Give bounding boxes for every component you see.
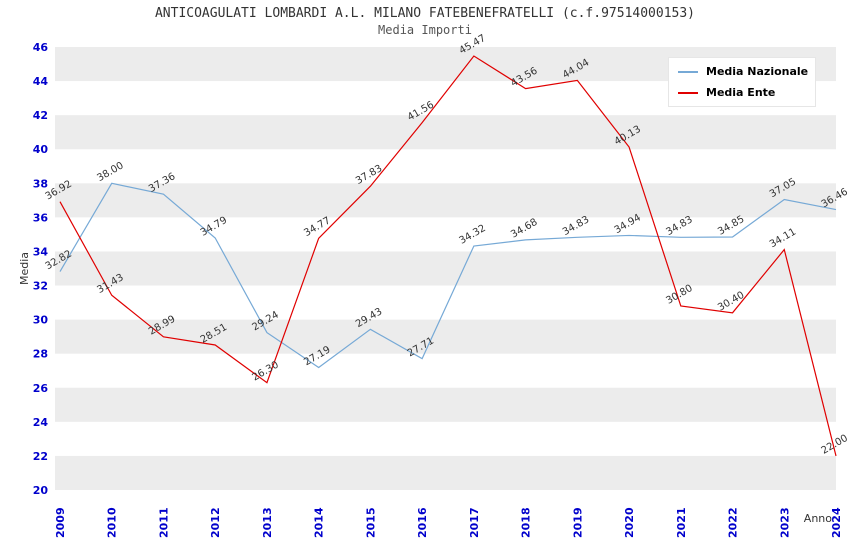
x-tick-label: 2023 — [778, 507, 791, 538]
point-label: 34.83 — [561, 214, 591, 238]
y-tick-label: 32 — [33, 280, 48, 293]
legend-item-media-ente: Media Ente — [678, 86, 806, 99]
x-tick-label: 2018 — [520, 507, 533, 538]
x-tick-label: 2009 — [54, 507, 67, 538]
y-tick-label: 42 — [33, 109, 48, 122]
y-tick-label: 24 — [33, 416, 49, 429]
x-tick-label: 2012 — [209, 507, 222, 538]
y-tick-label: 26 — [33, 382, 49, 395]
x-tick-label: 2013 — [261, 507, 274, 538]
point-label: 34.77 — [302, 215, 332, 239]
legend-line-sample-red — [678, 91, 698, 94]
point-label: 34.83 — [664, 214, 694, 238]
point-label: 30.40 — [716, 290, 746, 314]
grid-band — [55, 251, 836, 286]
point-label: 34.32 — [457, 223, 487, 247]
legend-label: Media Nazionale — [706, 65, 809, 78]
grid-band — [55, 455, 836, 490]
point-label: 26.30 — [251, 360, 281, 384]
chart-legend: Media Nazionale Media Ente — [668, 57, 816, 107]
x-tick-label: 2021 — [675, 507, 688, 538]
point-label: 34.85 — [716, 214, 746, 238]
x-tick-label: 2014 — [313, 507, 326, 538]
y-tick-label: 38 — [33, 177, 48, 190]
chart-subtitle: Media Importi — [378, 23, 472, 37]
x-axis-label: Anno — [803, 512, 832, 525]
grid-band — [55, 115, 836, 150]
y-tick-label: 28 — [33, 348, 48, 361]
y-tick-label: 44 — [33, 75, 49, 88]
grid-band — [55, 319, 836, 354]
y-tick-label: 46 — [33, 41, 49, 54]
legend-line-sample-blue — [678, 70, 698, 73]
x-tick-label: 2011 — [157, 507, 170, 538]
x-tick-label: 2010 — [106, 507, 119, 538]
y-tick-label: 36 — [33, 211, 49, 224]
y-tick-label: 22 — [33, 450, 48, 463]
x-tick-label: 2019 — [571, 507, 584, 538]
y-tick-label: 30 — [33, 314, 49, 327]
series-line-media-nazionale — [59, 182, 837, 369]
point-label: 34.68 — [509, 217, 539, 241]
chart-title: ANTICOAGULATI LOMBARDI A.L. MILANO FATEB… — [154, 6, 696, 21]
x-tick-label: 2016 — [416, 507, 429, 538]
point-label: 34.79 — [199, 215, 229, 239]
y-tick-label: 20 — [33, 484, 49, 497]
legend-item-media-nazionale: Media Nazionale — [678, 65, 809, 78]
y-axis-label: Media — [18, 251, 32, 286]
x-tick-label: 2015 — [364, 507, 377, 538]
point-label: 34.11 — [768, 226, 798, 250]
y-tick-label: 34 — [33, 245, 49, 258]
y-tick-label: 40 — [33, 143, 49, 156]
x-tick-label: 2022 — [727, 507, 740, 538]
series-line-media-ente — [59, 55, 837, 457]
x-tick-label: 2017 — [468, 507, 481, 538]
grid-band — [55, 183, 836, 218]
point-label: 38.00 — [95, 160, 125, 184]
x-tick-label: 2020 — [623, 507, 636, 538]
legend-label: Media Ente — [706, 86, 776, 99]
grid-band — [55, 387, 836, 422]
x-tick-label: 2024 — [830, 507, 843, 538]
